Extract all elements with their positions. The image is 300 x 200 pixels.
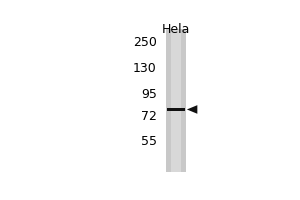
Text: Hela: Hela bbox=[162, 23, 190, 36]
Bar bbox=[166, 29, 186, 172]
Text: 250: 250 bbox=[133, 36, 157, 49]
Text: 72: 72 bbox=[141, 110, 157, 123]
Text: 95: 95 bbox=[141, 88, 157, 101]
Text: 55: 55 bbox=[141, 135, 157, 148]
Bar bbox=[167, 108, 184, 111]
Bar bbox=[171, 29, 181, 172]
Polygon shape bbox=[187, 105, 197, 114]
Text: 130: 130 bbox=[133, 62, 157, 75]
